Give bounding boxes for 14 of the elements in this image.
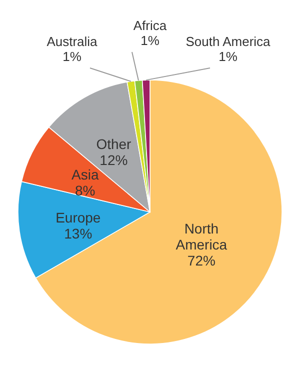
slice-label: Africa (133, 18, 168, 33)
data-label: 1% (62, 49, 82, 64)
slice-label: North America (176, 220, 228, 253)
data-label: 1% (140, 33, 160, 48)
data-label: 8% (75, 182, 96, 198)
slice-label: Asia (72, 166, 99, 182)
slice-label: South America (186, 34, 272, 49)
slice-label: Other (96, 136, 132, 152)
data-label: 12% (100, 152, 128, 168)
slice-label: Australia (46, 34, 98, 49)
slice-label: Europe (56, 210, 101, 226)
data-label: 13% (64, 226, 92, 242)
data-label: 72% (187, 252, 216, 269)
data-label: 1% (218, 49, 238, 64)
